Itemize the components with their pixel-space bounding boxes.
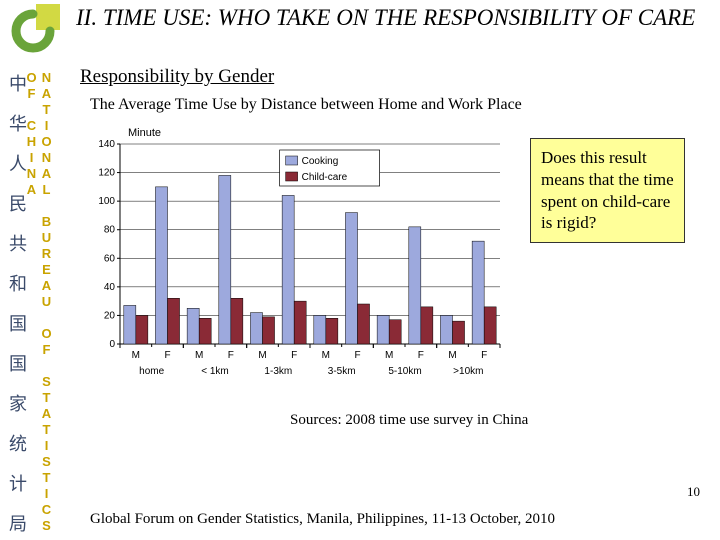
footer-text: Global Forum on Gender Statistics, Manil… [90, 511, 555, 528]
left-chinese-char: 国 [6, 310, 30, 336]
source-text: Sources: 2008 time use survey in China [290, 412, 710, 429]
page-title: II. TIME USE: WHO TAKE ON THE RESPONSIBI… [60, 0, 720, 31]
svg-text:60: 60 [104, 253, 116, 264]
svg-text:Child-care: Child-care [302, 172, 348, 183]
left-chinese-char: 国 [6, 350, 30, 376]
svg-text:F: F [481, 350, 487, 361]
logo-icon [6, 4, 60, 58]
svg-text:1-3km: 1-3km [264, 366, 292, 377]
svg-text:>10km: >10km [453, 366, 483, 377]
left-chinese-char: 局 [6, 510, 30, 536]
svg-text:120: 120 [98, 168, 115, 179]
svg-text:M: M [132, 350, 140, 361]
svg-text:80: 80 [104, 225, 116, 236]
svg-text:F: F [228, 350, 234, 361]
svg-text:M: M [385, 350, 393, 361]
svg-text:home: home [139, 366, 164, 377]
svg-text:3-5km: 3-5km [328, 366, 356, 377]
svg-text:F: F [418, 350, 424, 361]
svg-text:< 1km: < 1km [201, 366, 229, 377]
main-content: Responsibility by Gender The Average Tim… [80, 66, 710, 429]
svg-text:M: M [322, 350, 330, 361]
subtitle-gender: Responsibility by Gender [80, 66, 710, 88]
svg-text:0: 0 [109, 339, 115, 350]
svg-text:F: F [291, 350, 297, 361]
svg-text:40: 40 [104, 282, 116, 293]
svg-text:M: M [195, 350, 203, 361]
svg-text:F: F [354, 350, 360, 361]
left-sidebar: 中华人民共和国国家统计局 NATIONAL BUREAU OF STATISTI… [0, 0, 70, 540]
svg-text:5-10km: 5-10km [388, 366, 421, 377]
svg-text:20: 20 [104, 310, 116, 321]
svg-text:Minute: Minute [128, 127, 161, 139]
svg-text:F: F [164, 350, 170, 361]
left-chinese-char: 计 [6, 470, 30, 496]
svg-text:M: M [448, 350, 456, 361]
svg-text:100: 100 [98, 196, 115, 207]
bar-chart: Minute 0 20 40 60 80 100 120 140 M Fhome M F < 1km M F 1… [80, 120, 510, 400]
svg-text:M: M [258, 350, 266, 361]
subtitle-chart: The Average Time Use by Distance between… [90, 96, 710, 114]
left-chinese-char: 统 [6, 430, 30, 456]
left-english-vertical: NATIONAL BUREAU OF STATISTICS OF CHINA [30, 0, 54, 540]
header: II. TIME USE: WHO TAKE ON THE RESPONSIBI… [0, 0, 720, 64]
svg-text:Cooking: Cooking [302, 156, 339, 167]
page-number: 10 [687, 484, 700, 500]
callout-box: Does this result means that the time spe… [530, 138, 685, 243]
left-chinese-char: 和 [6, 270, 30, 296]
left-chinese-char: 家 [6, 390, 30, 416]
svg-text:140: 140 [98, 139, 115, 150]
left-chinese-char: 共 [6, 230, 30, 256]
